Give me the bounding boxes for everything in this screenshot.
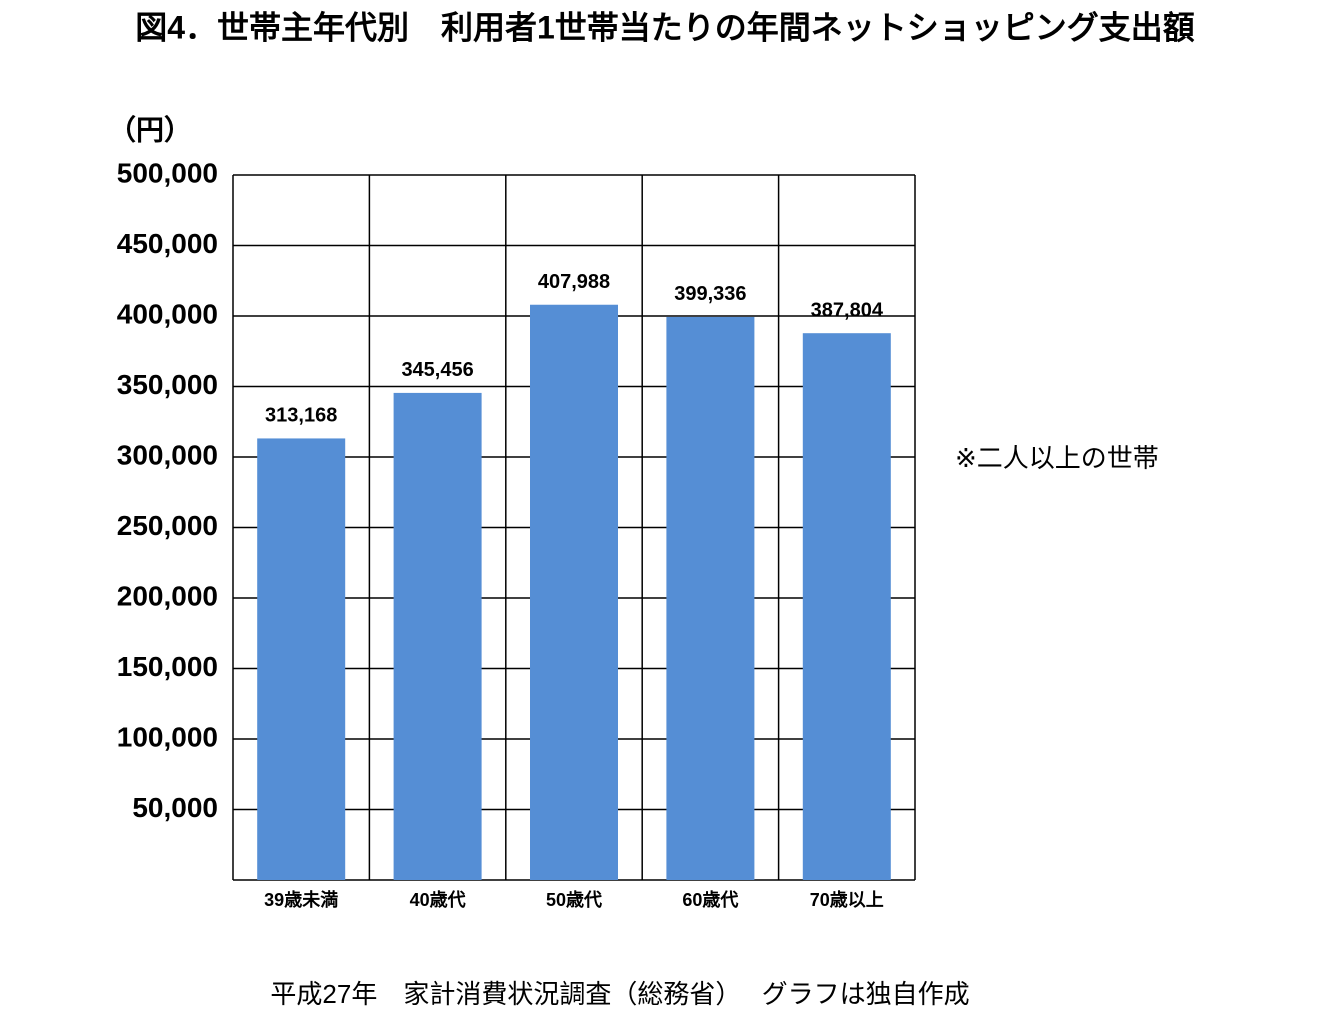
bar: [530, 304, 618, 880]
y-tick-label: 300,000: [117, 439, 218, 470]
x-tick-label: 60歳代: [682, 890, 738, 910]
value-label: 313,168: [265, 405, 337, 427]
source: 平成27年 家計消費状況調査（総務省） グラフは独自作成: [270, 979, 969, 1009]
bar: [802, 333, 891, 880]
bar: [393, 392, 482, 880]
y-tick-label: 450,000: [117, 228, 218, 259]
bar: [257, 438, 346, 880]
bar: [666, 316, 755, 880]
value-label: 387,804: [811, 299, 884, 321]
x-tick-label: 50歳代: [546, 890, 602, 910]
value-label: 407,988: [538, 271, 610, 293]
chart-title: 図4．世帯主年代別 利用者1世帯当たりの年間ネットショッピング支出額: [135, 9, 1195, 45]
y-tick-label: 500,000: [117, 157, 218, 188]
x-tick-label: 39歳未満: [264, 889, 338, 910]
y-tick-label: 250,000: [117, 510, 218, 541]
y-tick-label: 200,000: [117, 580, 218, 611]
value-label: 345,456: [401, 359, 473, 381]
x-tick-label: 70歳以上: [810, 890, 884, 910]
x-tick-label: 40歳代: [410, 890, 466, 910]
y-axis-label: （円）: [108, 113, 192, 145]
value-label: 399,336: [674, 283, 746, 305]
y-tick-label: 150,000: [117, 651, 218, 682]
y-tick-label: 400,000: [117, 298, 218, 329]
note: ※二人以上の世帯: [955, 443, 1159, 473]
y-tick-label: 350,000: [117, 369, 218, 400]
y-tick-label: 100,000: [117, 721, 218, 752]
y-tick-label: 50,000: [132, 792, 218, 823]
